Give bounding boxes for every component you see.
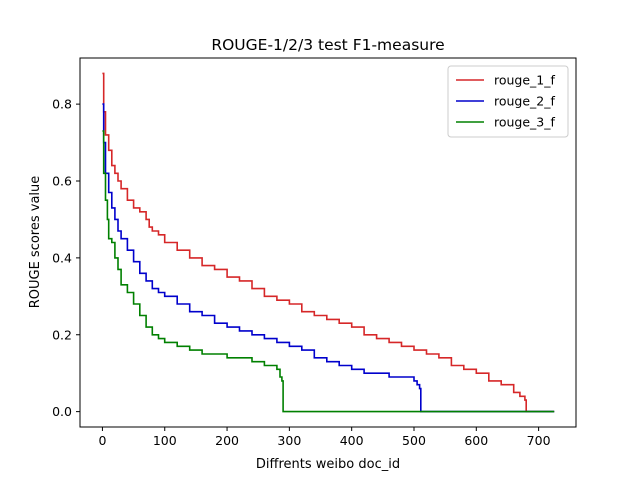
x-tick-label: 200 (215, 433, 239, 448)
y-axis: 0.0 0.2 0.4 0.6 0.8 (52, 97, 80, 419)
series-layer (102, 72, 555, 413)
y-axis-label: ROUGE scores value (28, 176, 43, 309)
legend-box (447, 65, 569, 138)
series-line-rouge-3-f (102, 130, 555, 413)
series-line-rouge-1-f (102, 72, 555, 413)
y-tick-label: 0.0 (52, 404, 72, 419)
x-tick-label: 400 (340, 433, 364, 448)
y-tick-label: 0.4 (52, 250, 72, 265)
y-tick-label: 0.8 (52, 97, 72, 112)
legend-label-rouge-2-f: rouge_2_f (494, 94, 556, 109)
x-tick-label: 600 (464, 433, 488, 448)
x-tick-label: 100 (153, 433, 177, 448)
series-line-rouge-2-f (102, 103, 555, 413)
x-tick-label: 300 (277, 433, 301, 448)
plot-frame (79, 57, 577, 428)
x-axis-label: Diffrents weibo doc_id (256, 457, 400, 472)
legend-label-rouge-1-f: rouge_1_f (494, 73, 556, 88)
y-tick-label: 0.6 (52, 174, 72, 189)
x-axis: 0 100 200 300 400 500 600 700 (98, 427, 551, 448)
x-tick-label: 500 (402, 433, 426, 448)
chart-title: ROUGE-1/2/3 test F1-measure (211, 36, 444, 54)
x-tick-label: 0 (98, 433, 106, 448)
x-tick-label: 700 (527, 433, 551, 448)
legend: rouge_1_f rouge_2_f rouge_3_f (447, 65, 569, 138)
y-tick-label: 0.2 (52, 327, 72, 342)
legend-label-rouge-3-f: rouge_3_f (494, 115, 556, 130)
